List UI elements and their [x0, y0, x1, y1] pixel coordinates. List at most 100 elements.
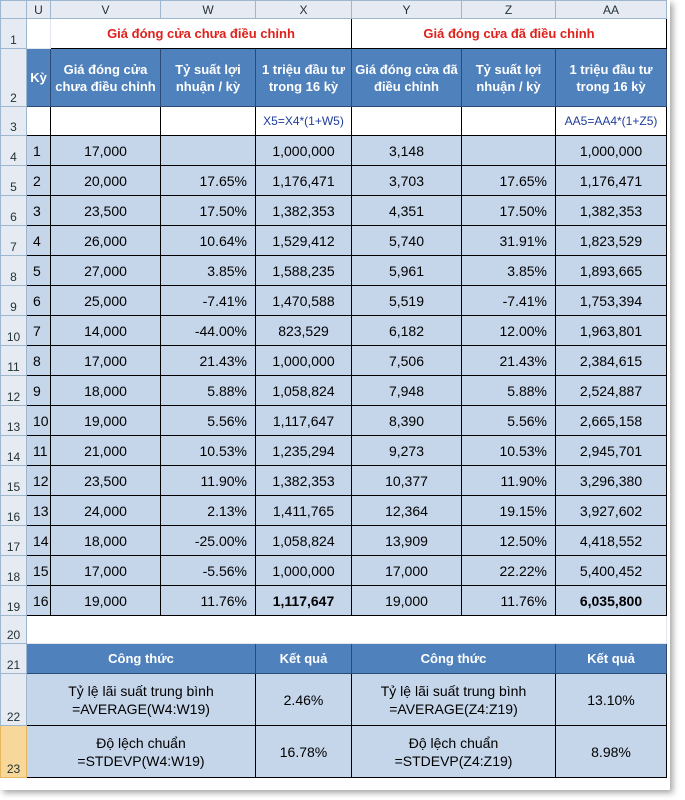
- row-header[interactable]: 6: [0, 195, 27, 226]
- cell-adjusted-price[interactable]: 6,182: [351, 315, 462, 346]
- cell-investment-unadjusted[interactable]: 1,000,000: [255, 135, 352, 166]
- summary-result-header-right[interactable]: Kết quả: [555, 643, 667, 674]
- column-header-v[interactable]: V: [50, 0, 161, 19]
- cell-return-adjusted[interactable]: [461, 135, 556, 166]
- header-ky[interactable]: Kỳ: [26, 48, 51, 107]
- cell[interactable]: [26, 18, 51, 49]
- cell[interactable]: [351, 106, 462, 136]
- cell-unadjusted-price[interactable]: 26,000: [50, 225, 161, 256]
- title-unadjusted[interactable]: Giá đóng cửa chưa điều chỉnh: [50, 18, 352, 49]
- cell-return-adjusted[interactable]: 22.22%: [461, 555, 556, 586]
- cell-adjusted-price[interactable]: 5,740: [351, 225, 462, 256]
- cell-ky[interactable]: 15: [26, 555, 51, 586]
- row-header[interactable]: 19: [0, 585, 27, 616]
- row-header[interactable]: 17: [0, 525, 27, 556]
- spreadsheet[interactable]: U V W X Y Z AA 1 Giá đóng cửa chưa điều …: [0, 0, 670, 790]
- cell-unadjusted-price[interactable]: 18,000: [50, 525, 161, 556]
- cell-ky[interactable]: 10: [26, 405, 51, 436]
- cell-return-adjusted[interactable]: 11.90%: [461, 465, 556, 496]
- row-header[interactable]: 12: [0, 375, 27, 406]
- header-return-adjusted[interactable]: Tỷ suất lợi nhuận / kỳ: [461, 48, 556, 107]
- cell-ky[interactable]: 16: [26, 585, 51, 616]
- cell-investment-adjusted[interactable]: 1,823,529: [555, 225, 667, 256]
- cell-ky[interactable]: 14: [26, 525, 51, 556]
- row-header[interactable]: 20: [0, 615, 27, 644]
- column-header-y[interactable]: Y: [351, 0, 462, 19]
- cell-investment-unadjusted[interactable]: 1,000,000: [255, 555, 352, 586]
- cell-investment-unadjusted[interactable]: 1,176,471: [255, 165, 352, 196]
- cell-unadjusted-price[interactable]: 27,000: [50, 255, 161, 286]
- summary-average-value-right[interactable]: 13.10%: [555, 673, 667, 726]
- cell-return-unadjusted[interactable]: 10.64%: [160, 225, 256, 256]
- cell-return-unadjusted[interactable]: [160, 135, 256, 166]
- cell-unadjusted-price[interactable]: 18,000: [50, 375, 161, 406]
- cell-investment-unadjusted[interactable]: 1,235,294: [255, 435, 352, 466]
- cell-return-adjusted[interactable]: 12.00%: [461, 315, 556, 346]
- cell-investment-adjusted[interactable]: 1,893,665: [555, 255, 667, 286]
- row-header[interactable]: 4: [0, 135, 27, 166]
- cell-return-adjusted[interactable]: -7.41%: [461, 285, 556, 316]
- cell-return-unadjusted[interactable]: -7.41%: [160, 285, 256, 316]
- column-header-x[interactable]: X: [255, 0, 352, 19]
- cell-ky[interactable]: 2: [26, 165, 51, 196]
- summary-average-label-right[interactable]: Tỷ lệ lãi suất trung bình =AVERAGE(Z4:Z1…: [351, 673, 556, 726]
- cell-investment-adjusted[interactable]: 1,176,471: [555, 165, 667, 196]
- cell-investment-unadjusted[interactable]: 1,470,588: [255, 285, 352, 316]
- cell-unadjusted-price[interactable]: 24,000: [50, 495, 161, 526]
- cell-investment-unadjusted[interactable]: 1,058,824: [255, 375, 352, 406]
- cell-investment-unadjusted[interactable]: 1,382,353: [255, 465, 352, 496]
- select-all-corner[interactable]: [0, 0, 27, 19]
- header-unadjusted-price[interactable]: Giá đóng cửa chưa điều chỉnh: [50, 48, 161, 107]
- cell-unadjusted-price[interactable]: 17,000: [50, 345, 161, 376]
- cell-unadjusted-price[interactable]: 21,000: [50, 435, 161, 466]
- cell-adjusted-price[interactable]: 3,703: [351, 165, 462, 196]
- cell-adjusted-price[interactable]: 7,506: [351, 345, 462, 376]
- column-header-aa[interactable]: AA: [555, 0, 667, 19]
- cell[interactable]: [26, 615, 667, 644]
- cell-adjusted-price[interactable]: 10,377: [351, 465, 462, 496]
- summary-stdev-label-right[interactable]: Độ lệch chuẩn =STDEVP(Z4:Z19): [351, 725, 556, 778]
- header-investment-unadjusted[interactable]: 1 triệu đầu tư trong 16 kỳ: [255, 48, 352, 107]
- cell-return-unadjusted[interactable]: 17.65%: [160, 165, 256, 196]
- cell-investment-unadjusted[interactable]: 1,588,235: [255, 255, 352, 286]
- row-header[interactable]: 8: [0, 255, 27, 286]
- cell-adjusted-price[interactable]: 3,148: [351, 135, 462, 166]
- cell-investment-adjusted[interactable]: 1,382,353: [555, 195, 667, 226]
- summary-average-label-left[interactable]: Tỷ lệ lãi suất trung bình =AVERAGE(W4:W1…: [26, 673, 256, 726]
- cell-return-unadjusted[interactable]: 5.56%: [160, 405, 256, 436]
- cell-return-unadjusted[interactable]: -44.00%: [160, 315, 256, 346]
- cell-investment-adjusted[interactable]: 2,665,158: [555, 405, 667, 436]
- cell-return-adjusted[interactable]: 3.85%: [461, 255, 556, 286]
- row-header[interactable]: 3: [0, 106, 27, 136]
- cell-investment-adjusted[interactable]: 1,000,000: [555, 135, 667, 166]
- title-adjusted[interactable]: Giá đóng cửa đã điều chỉnh: [351, 18, 667, 49]
- cell-investment-adjusted[interactable]: 6,035,800: [555, 585, 667, 616]
- row-header[interactable]: 18: [0, 555, 27, 586]
- row-header[interactable]: 21: [0, 643, 27, 674]
- cell-investment-adjusted[interactable]: 1,753,394: [555, 285, 667, 316]
- cell[interactable]: [160, 106, 256, 136]
- row-header[interactable]: 2: [0, 48, 27, 107]
- cell-return-unadjusted[interactable]: 11.90%: [160, 465, 256, 496]
- cell-return-adjusted[interactable]: 19.15%: [461, 495, 556, 526]
- cell-unadjusted-price[interactable]: 19,000: [50, 405, 161, 436]
- formula-note-aa[interactable]: AA5=AA4*(1+Z5): [555, 106, 667, 136]
- summary-stdev-value-right[interactable]: 8.98%: [555, 725, 667, 778]
- cell-investment-unadjusted[interactable]: 1,000,000: [255, 345, 352, 376]
- cell-return-adjusted[interactable]: 31.91%: [461, 225, 556, 256]
- summary-formula-header-right[interactable]: Công thức: [351, 643, 556, 674]
- cell-unadjusted-price[interactable]: 20,000: [50, 165, 161, 196]
- header-return-unadjusted[interactable]: Tỷ suất lợi nhuận / kỳ: [160, 48, 256, 107]
- cell-investment-unadjusted[interactable]: 1,411,765: [255, 495, 352, 526]
- cell-return-unadjusted[interactable]: -5.56%: [160, 555, 256, 586]
- cell-return-unadjusted[interactable]: 2.13%: [160, 495, 256, 526]
- cell[interactable]: [50, 106, 161, 136]
- cell-ky[interactable]: 12: [26, 465, 51, 496]
- cell-adjusted-price[interactable]: 7,948: [351, 375, 462, 406]
- row-header[interactable]: 9: [0, 285, 27, 316]
- cell-return-adjusted[interactable]: 11.76%: [461, 585, 556, 616]
- cell-investment-adjusted[interactable]: 5,400,452: [555, 555, 667, 586]
- cell-unadjusted-price[interactable]: 23,500: [50, 195, 161, 226]
- cell-investment-unadjusted[interactable]: 1,529,412: [255, 225, 352, 256]
- row-header[interactable]: 14: [0, 435, 27, 466]
